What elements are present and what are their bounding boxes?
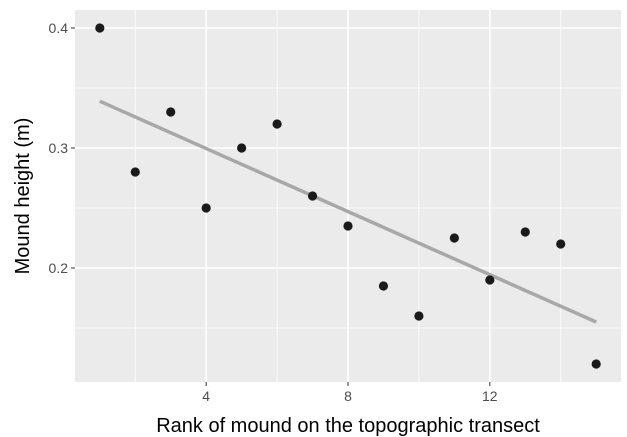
data-point <box>485 275 494 284</box>
data-point <box>450 233 459 242</box>
data-point <box>272 119 281 128</box>
x-axis-ticks: 4 8 12 <box>202 382 498 404</box>
data-point <box>95 23 104 32</box>
x-axis-title: Rank of mound on the topographic transec… <box>156 415 540 437</box>
data-point <box>556 239 565 248</box>
y-axis-ticks: 0.2 0.3 0.4 <box>49 20 75 276</box>
y-tick-label: 0.4 <box>49 20 69 36</box>
y-axis-title: Mound height (m) <box>12 118 34 275</box>
x-tick-label: 12 <box>482 388 498 404</box>
data-point <box>379 281 388 290</box>
x-tick-label: 8 <box>344 388 352 404</box>
data-point <box>521 227 530 236</box>
data-point <box>237 143 246 152</box>
data-point <box>308 191 317 200</box>
data-point <box>131 167 140 176</box>
data-point <box>414 311 423 320</box>
data-point <box>592 359 601 368</box>
data-point <box>166 107 175 116</box>
data-point <box>343 221 352 230</box>
y-tick-label: 0.2 <box>49 260 69 276</box>
data-point <box>202 203 211 212</box>
x-tick-label: 4 <box>202 388 210 404</box>
y-tick-label: 0.3 <box>49 140 69 156</box>
